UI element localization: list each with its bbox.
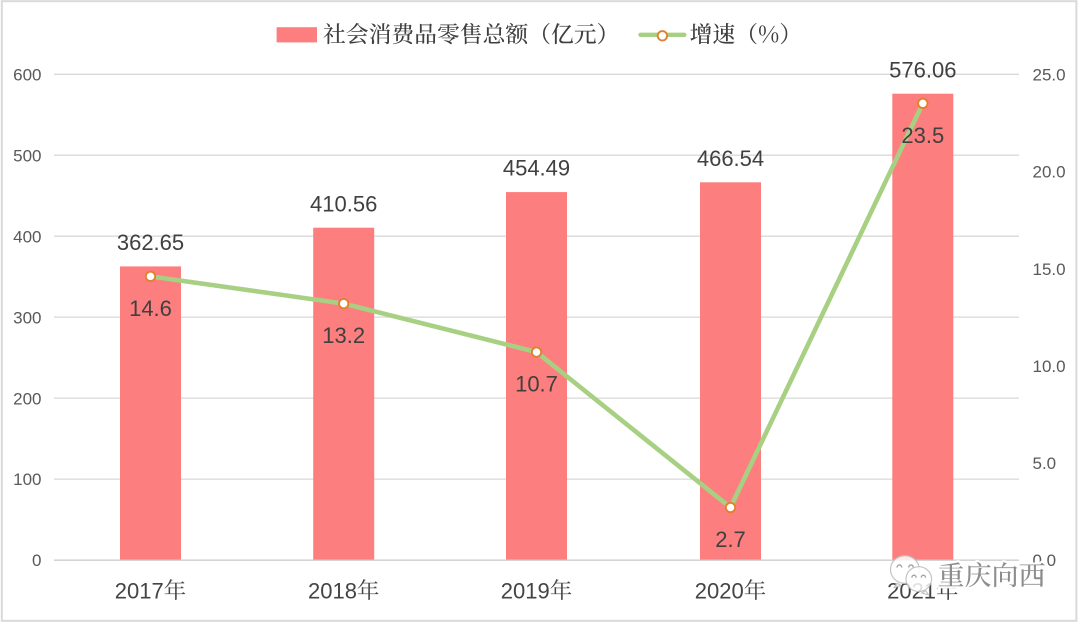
svg-text:576.06: 576.06 [889, 57, 956, 82]
svg-text:454.49: 454.49 [503, 156, 570, 181]
svg-text:15.0: 15.0 [1033, 260, 1066, 279]
svg-text:20.0: 20.0 [1033, 163, 1066, 182]
svg-text:10.0: 10.0 [1033, 357, 1066, 376]
svg-text:23.5: 23.5 [901, 123, 944, 148]
svg-text:200: 200 [13, 389, 41, 408]
svg-text:2019: 2019 [501, 578, 550, 603]
svg-text:300: 300 [13, 308, 41, 327]
svg-text:25.0: 25.0 [1033, 66, 1066, 85]
svg-text:466.54: 466.54 [697, 146, 764, 171]
svg-text:2017: 2017 [115, 578, 164, 603]
svg-text:10.7: 10.7 [515, 372, 558, 397]
svg-text:2.7: 2.7 [715, 527, 746, 552]
svg-text:600: 600 [13, 66, 41, 85]
svg-text:400: 400 [13, 227, 41, 246]
svg-text:0: 0 [32, 551, 41, 570]
svg-text:362.65: 362.65 [117, 230, 184, 255]
svg-text:100: 100 [13, 470, 41, 489]
svg-text:500: 500 [13, 146, 41, 165]
svg-text:2020: 2020 [695, 578, 744, 603]
svg-text:5.0: 5.0 [1033, 454, 1057, 473]
svg-text:13.2: 13.2 [322, 323, 365, 348]
svg-text:2018: 2018 [308, 578, 357, 603]
svg-text:14.6: 14.6 [129, 296, 172, 321]
svg-text:410.56: 410.56 [310, 191, 377, 216]
